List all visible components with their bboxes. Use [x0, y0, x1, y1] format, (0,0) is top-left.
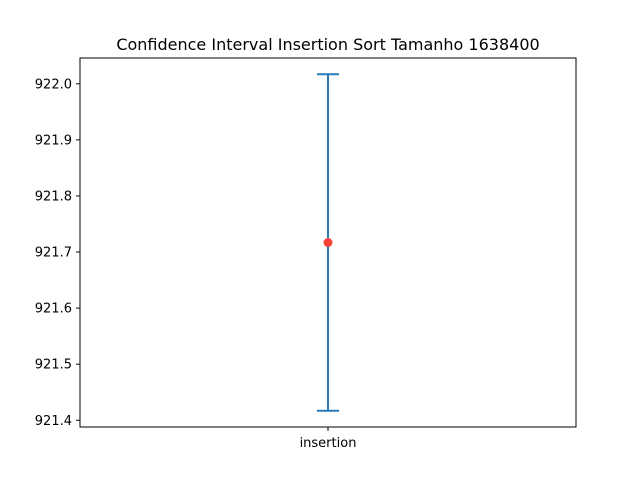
plot-marks [317, 73, 339, 412]
x-axis: insertion [300, 427, 357, 451]
x-tick-label: insertion [300, 436, 357, 451]
mean-point [323, 238, 333, 247]
y-tick-label: 922.0 [35, 77, 72, 92]
y-tick-label: 921.7 [35, 246, 72, 261]
plot-frame [79, 57, 577, 428]
y-tick-label: 921.8 [35, 189, 72, 204]
y-axis: 921.4 921.5 921.6 921.7 921.8 921.9 922.0 [35, 77, 80, 429]
y-tick-label: 921.4 [35, 414, 72, 429]
y-tick-label: 921.5 [35, 358, 72, 373]
chart-title: Confidence Interval Insertion Sort Taman… [116, 35, 539, 54]
y-tick-label: 921.6 [35, 302, 72, 317]
y-tick-label: 921.9 [35, 133, 72, 148]
